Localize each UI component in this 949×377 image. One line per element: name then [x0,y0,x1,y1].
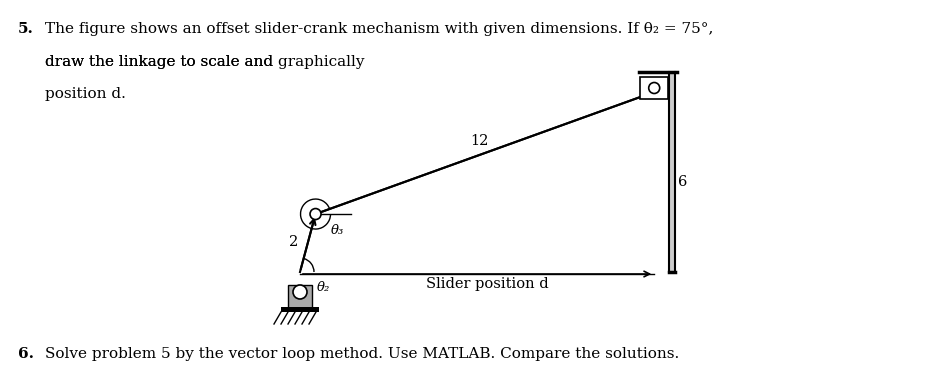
Circle shape [293,285,307,299]
FancyBboxPatch shape [288,285,312,310]
Text: Slider position d: Slider position d [426,277,549,291]
Text: Solve problem 5 by the vector loop method. Use MATLAB. Compare the solutions.: Solve problem 5 by the vector loop metho… [45,347,679,361]
Bar [641,77,668,99]
Text: 12: 12 [471,134,489,148]
Text: θ₂: θ₂ [317,281,330,294]
Bar [281,307,319,312]
Circle shape [310,208,321,219]
Text: 2: 2 [288,235,298,249]
Text: θ₃: θ₃ [330,224,344,237]
Text: 5.: 5. [18,22,34,36]
Text: draw the linkage to scale and: draw the linkage to scale and [45,55,278,69]
Text: draw the linkage to scale and graphically: draw the linkage to scale and graphicall… [45,55,364,69]
Text: 6.: 6. [18,347,34,361]
Bar [669,72,675,272]
Text: position d.: position d. [45,87,126,101]
Circle shape [649,83,660,93]
Text: 6: 6 [679,175,688,189]
Text: The figure shows an offset slider-crank mechanism with given dimensions. If θ₂ =: The figure shows an offset slider-crank … [45,22,714,36]
